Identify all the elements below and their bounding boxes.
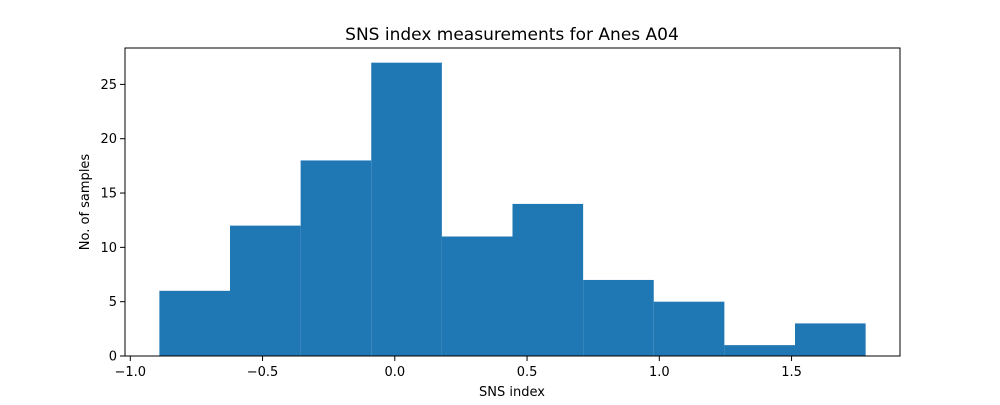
y-tick-label: 15 [100,187,117,202]
x-tick-label: 0.5 [517,365,538,380]
histogram-bar [300,160,372,356]
y-tick-label: 20 [100,132,117,147]
y-axis-ticks: 0 5 10 15 20 25 [100,78,125,365]
histogram-bar [230,225,301,356]
histogram-bar [159,290,231,356]
y-tick-label: 0 [109,350,117,365]
y-tick-label: 10 [100,241,117,256]
x-tick-label: 1.5 [781,365,802,380]
x-tick-label: −1.0 [115,365,147,380]
histogram-bar [653,301,725,356]
histogram-bar [724,345,795,356]
x-tick-label: 0.0 [384,365,405,380]
x-tick-label: 1.0 [649,365,670,380]
x-tick-label: −0.5 [247,365,279,380]
x-axis-ticks: −1.0 −0.5 0.0 0.5 1.0 1.5 [115,356,802,380]
bars-group [159,62,866,357]
histogram-bar [583,279,654,356]
y-tick-label: 25 [100,78,117,93]
histogram-bar [371,62,442,357]
plot-frame [124,47,901,357]
y-axis-label: No. of samples [78,154,93,251]
x-axis-label: SNS index [479,385,545,400]
histogram-bar [512,203,584,356]
histogram-bar [441,236,513,356]
y-tick-label: 5 [109,295,117,310]
chart-title: SNS index measurements for Anes A04 [345,25,679,45]
histogram-bar [794,323,866,356]
